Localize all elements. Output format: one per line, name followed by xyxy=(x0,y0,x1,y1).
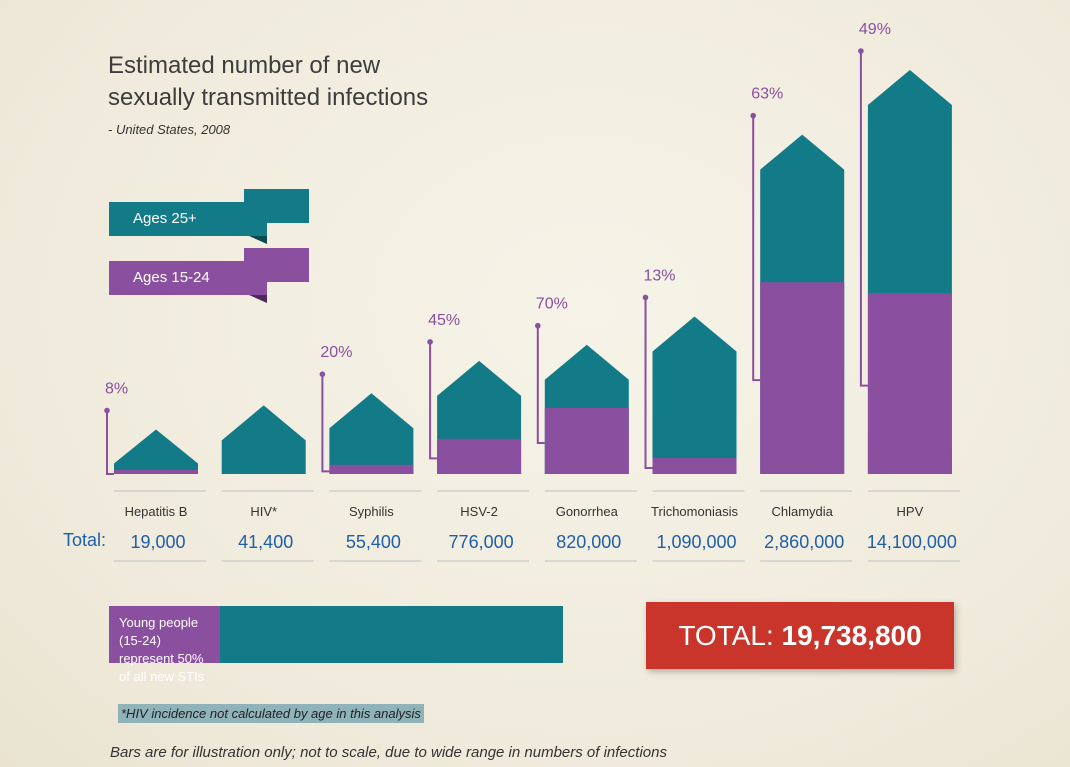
percent-label-0: 8% xyxy=(105,381,128,398)
bar-young-4 xyxy=(544,408,629,474)
legend-item-adult: Ages 25+ xyxy=(109,189,309,244)
bar-young-6 xyxy=(760,282,845,474)
young-people-line-2: represent 50% of all new STIs xyxy=(119,651,205,684)
title-line-1: Estimated number of new xyxy=(108,52,381,79)
percent-label-6: 63% xyxy=(751,86,783,103)
grand-total-label: TOTAL: xyxy=(678,620,774,651)
percent-leader-4 xyxy=(536,325,545,445)
total-value-2: 55,400 xyxy=(346,532,401,552)
category-label-1: HIV* xyxy=(250,504,277,519)
percent-leader-6 xyxy=(752,115,761,382)
percent-leader-0 xyxy=(106,410,114,475)
legend-label-adult: Ages 25+ xyxy=(109,202,267,236)
percent-dot-4 xyxy=(535,322,541,329)
young-people-share-fill: Young people (15-24) represent 50% of al… xyxy=(109,606,221,684)
percent-dot-3 xyxy=(427,339,433,345)
percent-dot-0 xyxy=(104,407,110,414)
percent-label-4: 70% xyxy=(536,296,568,313)
bar-young-7 xyxy=(867,293,952,474)
legend-item-young: Ages 15-24 xyxy=(109,248,309,303)
percent-dot-6 xyxy=(750,112,756,119)
percent-label-7: 49% xyxy=(859,21,891,38)
young-people-share-bar: Young people (15-24) represent 50% of al… xyxy=(109,606,563,684)
bar-adult-2 xyxy=(329,393,414,474)
bar-young-5 xyxy=(652,458,737,474)
bar-young-0 xyxy=(114,470,198,474)
bar-adult-0 xyxy=(114,429,198,474)
category-label-3: HSV-2 xyxy=(460,504,498,519)
category-label-2: Syphilis xyxy=(349,504,394,519)
chart-subtitle: - United States, 2008 xyxy=(108,122,231,137)
total-value-7: 14,100,000 xyxy=(867,532,957,552)
legend-fold-adult xyxy=(249,236,267,244)
grand-total-box: TOTAL: 19,738,800 xyxy=(646,602,954,669)
percent-label-5: 13% xyxy=(644,267,676,284)
category-label-7: HPV xyxy=(897,504,924,519)
bar-young-3 xyxy=(437,438,522,474)
percent-dot-5 xyxy=(642,294,649,301)
grand-total-value: 19,738,800 xyxy=(781,620,922,651)
percent-dot-7 xyxy=(858,48,864,54)
total-value-6: 2,860,000 xyxy=(764,532,844,552)
bar-adult-5 xyxy=(652,316,737,474)
percent-leader-2 xyxy=(321,374,330,473)
category-label-5: Trichomoniasis xyxy=(651,504,738,519)
young-people-line-1: Young people (15-24) xyxy=(119,615,199,648)
percent-leader-5 xyxy=(644,297,653,470)
scale-disclaimer: Bars are for illustration only; not to s… xyxy=(110,744,667,761)
title-line-2: sexually transmitted infections xyxy=(108,84,429,111)
bar-young-2 xyxy=(329,464,414,474)
total-value-0: 19,000 xyxy=(130,532,185,552)
legend-fold-young xyxy=(249,295,267,303)
total-value-3: 776,000 xyxy=(449,532,514,552)
legend-label-young: Ages 15-24 xyxy=(109,261,267,295)
chart-title: Estimated number of new sexually transmi… xyxy=(108,50,428,114)
total-value-1: 41,400 xyxy=(238,532,293,552)
totals-row-label: Total: xyxy=(63,530,107,550)
total-value-5: 1,090,000 xyxy=(656,532,736,552)
hiv-footnote: *HIV incidence not calculated by age in … xyxy=(118,704,424,723)
percent-dot-2 xyxy=(319,371,326,378)
category-label-0: Hepatitis B xyxy=(125,504,188,519)
category-label-4: Gonorrhea xyxy=(556,504,619,519)
total-value-4: 820,000 xyxy=(556,532,621,552)
percent-label-3: 45% xyxy=(428,312,460,329)
percent-leader-7 xyxy=(859,51,868,387)
bar-adult-1 xyxy=(221,405,306,474)
percent-leader-3 xyxy=(429,341,438,460)
bar-chart: 8% Hepatitis B 19,000 HIV* 41,400 20% Syphilis… xyxy=(104,21,960,562)
percent-label-2: 20% xyxy=(320,344,352,361)
category-label-6: Chlamydia xyxy=(771,504,833,519)
